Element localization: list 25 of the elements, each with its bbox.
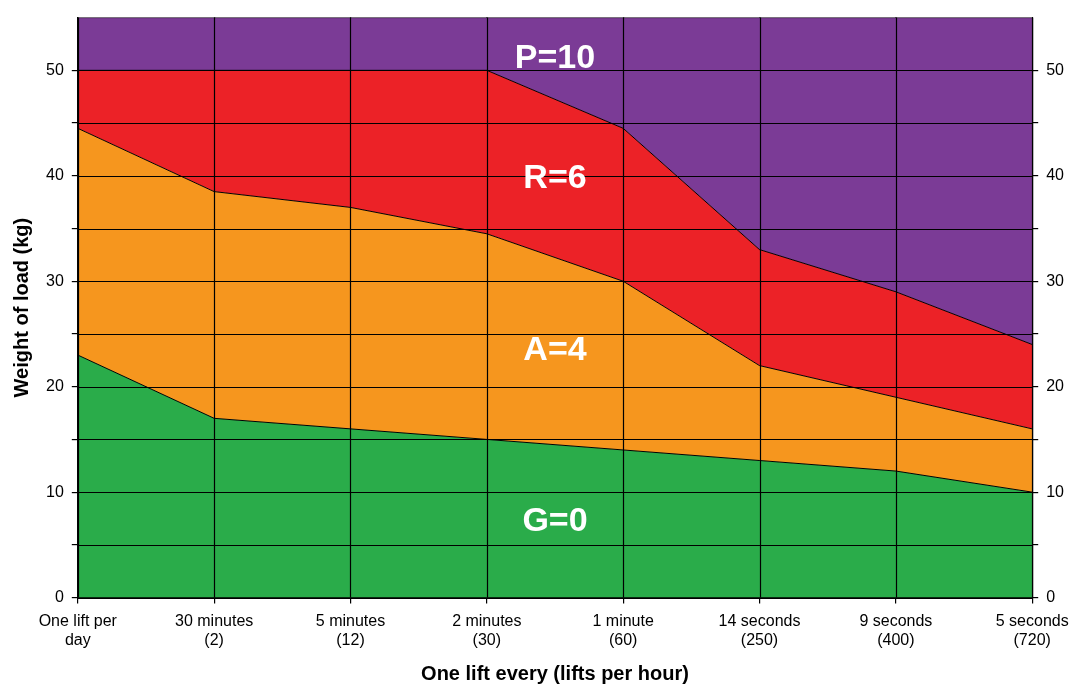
- y2-tick-label: 40: [1046, 166, 1065, 184]
- y2-tick-label: 0: [1046, 588, 1056, 606]
- x-tick-label: 1 minute (60): [592, 611, 654, 648]
- y2-tick-label: 10: [1046, 482, 1065, 500]
- x-tick-label: One lift per day: [38, 611, 118, 648]
- x-tick-label: 14 seconds (250): [718, 611, 801, 648]
- y-tick-label: 20: [46, 377, 64, 395]
- series-label: P=10: [514, 36, 596, 75]
- y2-tick-label: 30: [1046, 271, 1065, 289]
- y2-tick-label: 50: [1046, 60, 1065, 78]
- y2-tick-label: 20: [1046, 377, 1065, 395]
- x-tick-label: 5 seconds (720): [995, 611, 1069, 648]
- series-label: A=4: [523, 329, 587, 368]
- y-tick-label: 40: [46, 166, 64, 184]
- series-label: G=0: [522, 499, 588, 538]
- y-tick-label: 0: [54, 588, 64, 606]
- x-tick-label: 5 minutes (12): [315, 611, 386, 648]
- y-axis-title: Weight of load (kg): [9, 217, 32, 398]
- x-tick-label: 30 minutes (2): [175, 611, 254, 648]
- x-tick-label: 2 minutes (30): [452, 611, 522, 648]
- x-axis-title: One lift every (lifts per hour): [421, 661, 689, 684]
- y-tick-label: 10: [46, 482, 64, 500]
- y-tick-label: 50: [46, 60, 64, 78]
- x-tick-label: 9 seconds (400): [859, 611, 933, 648]
- y-tick-label: 30: [46, 271, 64, 289]
